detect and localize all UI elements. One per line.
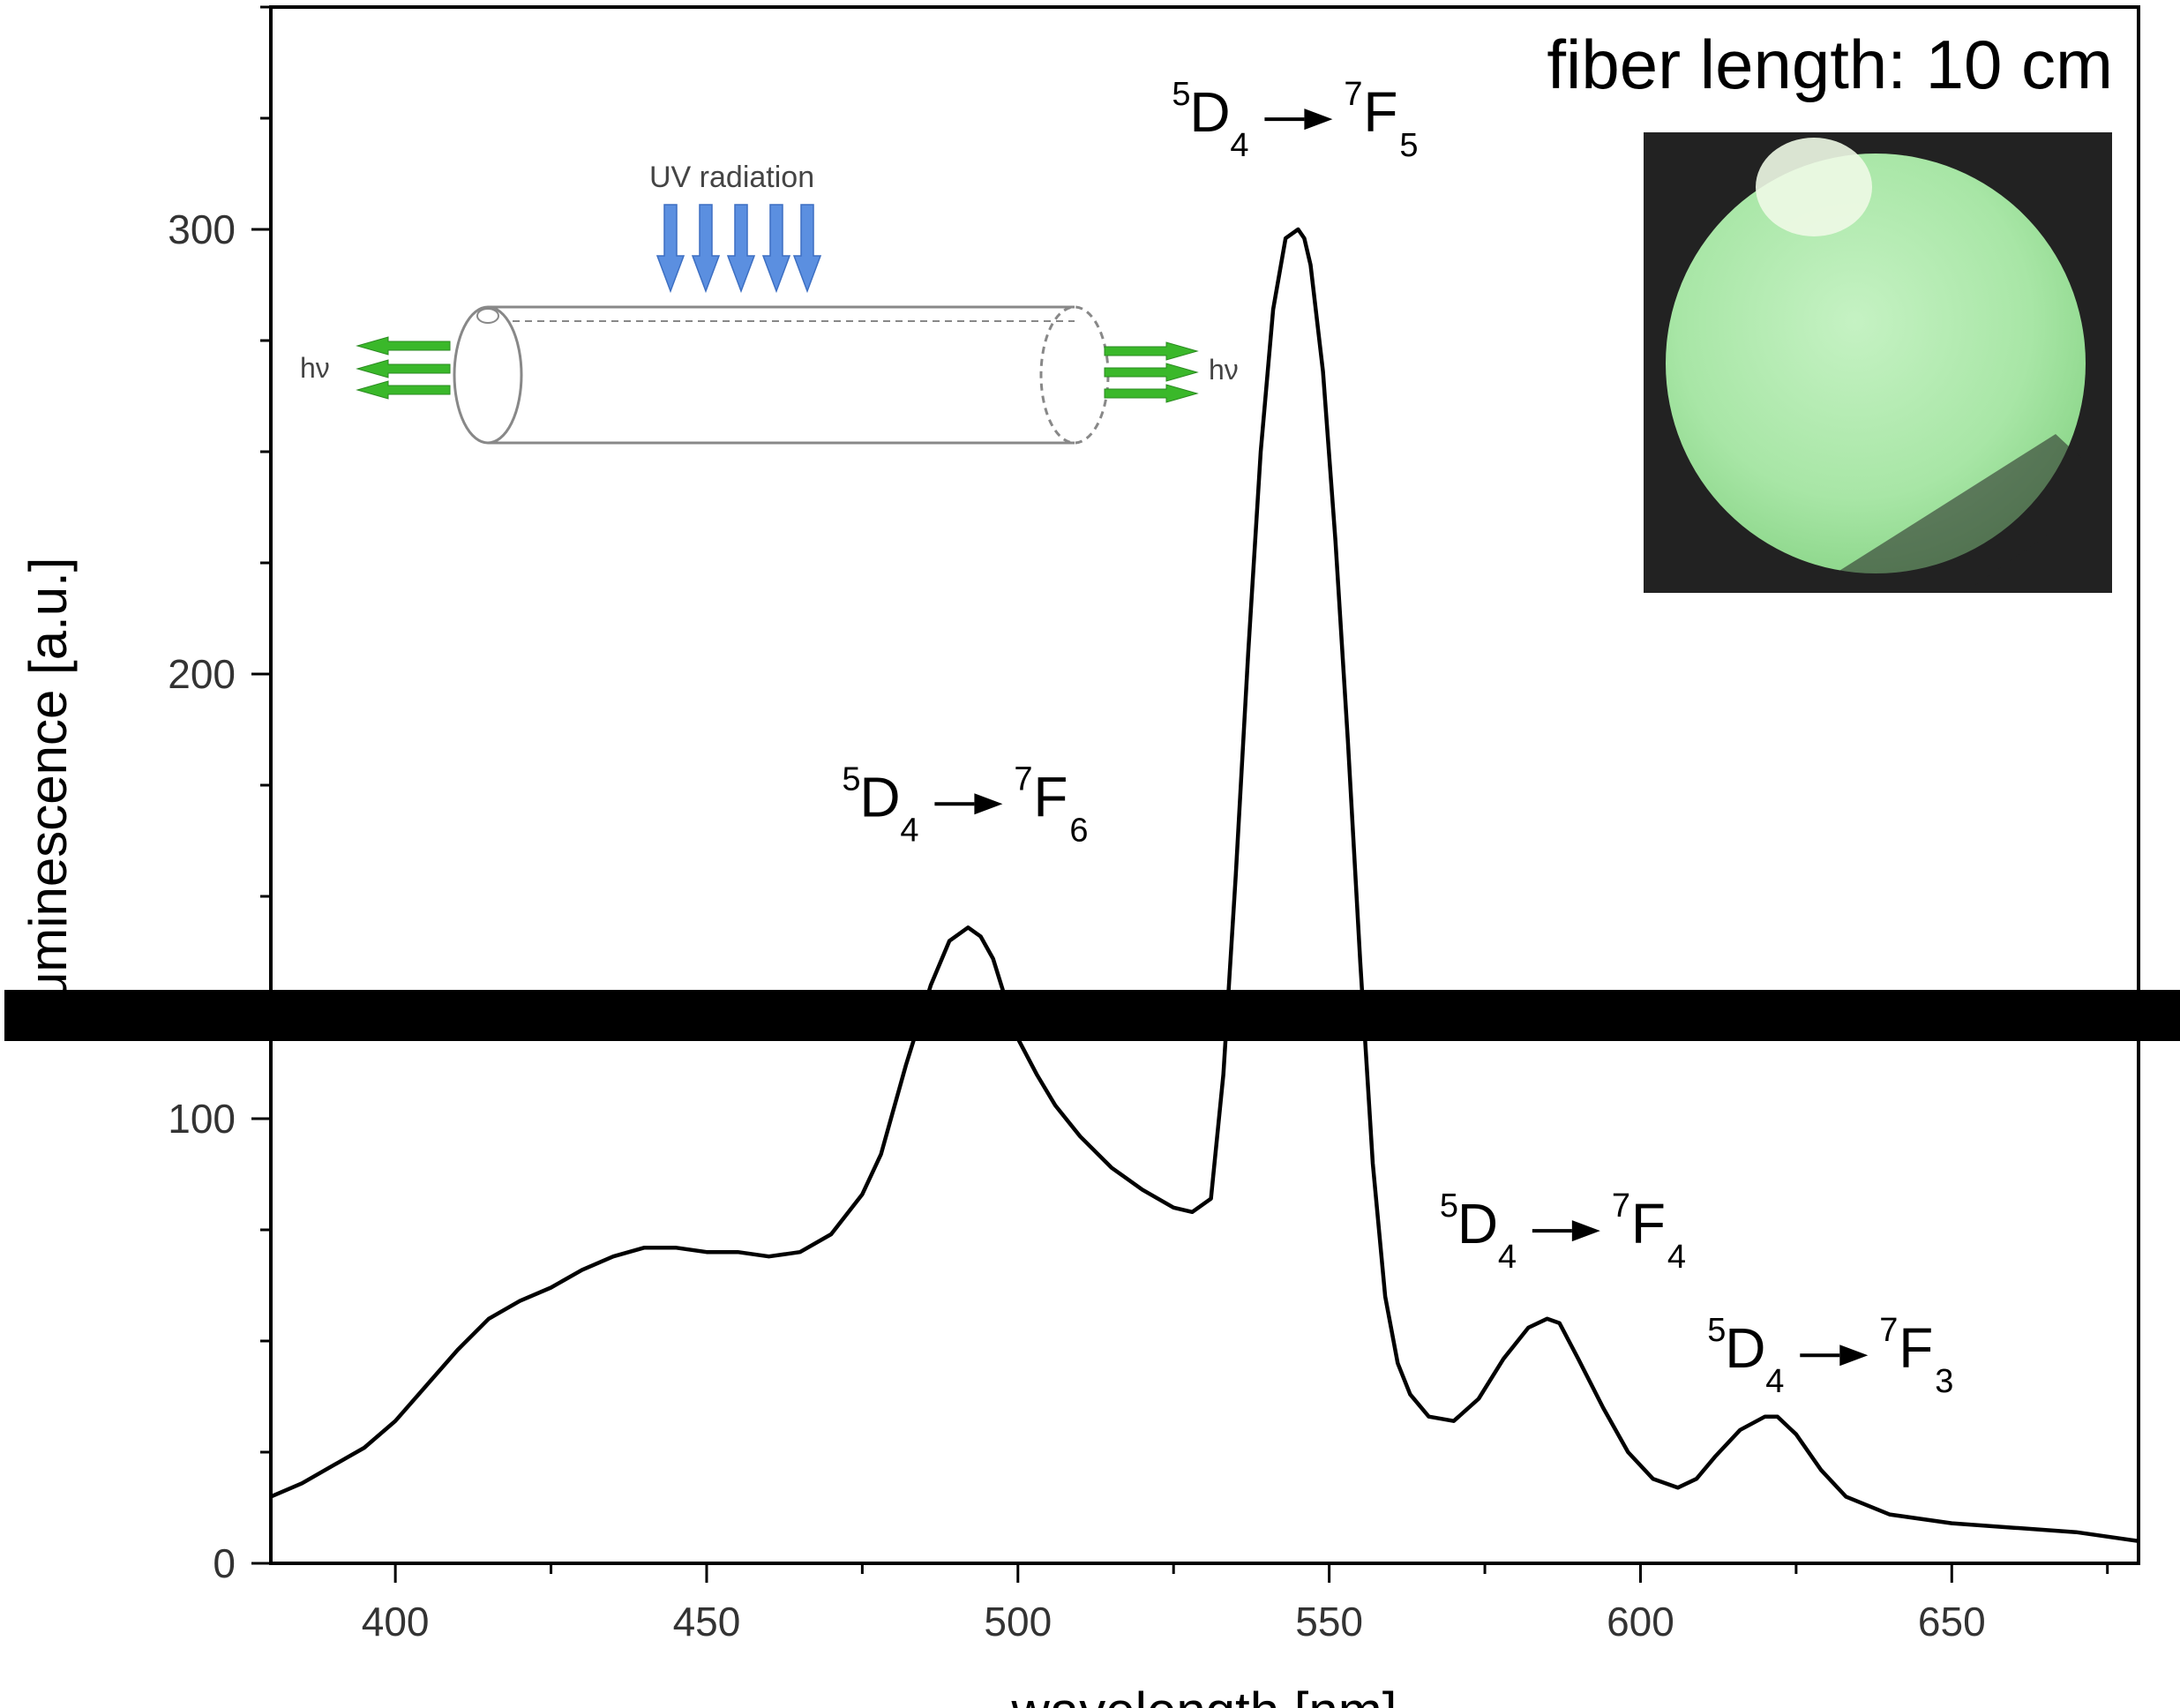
lower-state-subscript: 3 (1935, 1363, 1953, 1400)
left-hv-label: hν (300, 352, 330, 384)
x-tick-label: 650 (1918, 1599, 1986, 1644)
upper-state-symbol: D (1457, 1192, 1498, 1255)
upper-state-symbol: D (1189, 80, 1230, 144)
lower-state-superscript: 7 (1344, 76, 1362, 113)
emission-arrow (1104, 363, 1199, 382)
emission-arrow (356, 380, 451, 400)
uv-arrow (726, 204, 756, 294)
x-tick-label: 600 (1607, 1599, 1674, 1644)
transition-label: 5D4 7 F3 (1707, 1312, 1953, 1400)
redaction-bar (4, 990, 2180, 1041)
uv-arrow (792, 204, 822, 294)
fiber-glow (1666, 154, 2086, 573)
x-tick-label: 500 (984, 1599, 1052, 1644)
uv-arrows (655, 204, 822, 294)
fiber-cylinder (453, 305, 1110, 445)
y-tick-label: 0 (213, 1540, 236, 1586)
uv-arrow (761, 204, 791, 294)
uv-arrow (655, 204, 685, 294)
fiber-length-label: fiber length: 10 cm (1547, 26, 2113, 103)
x-axis: 400 450 500 550 600 650 (362, 1563, 2109, 1644)
uv-radiation-label: UV radiation (649, 161, 814, 194)
lower-state-superscript: 7 (1879, 1312, 1898, 1349)
upper-state-superscript: 5 (1172, 76, 1190, 113)
x-axis-title: wavelength [nm] (1011, 1682, 1397, 1708)
lower-state-subscript: 6 (1069, 812, 1088, 849)
emission-arrow (356, 336, 451, 356)
lower-state-subscript: 5 (1399, 127, 1418, 164)
upper-state-subscript: 4 (1498, 1239, 1517, 1276)
emission-arrow (356, 359, 451, 378)
transition-label: 5D4 7 F6 (842, 760, 1088, 849)
y-tick-label: 200 (168, 651, 236, 697)
upper-state-subscript: 4 (1765, 1363, 1784, 1400)
upper-state-superscript: 5 (1707, 1312, 1726, 1349)
fiber-end-photo (1644, 132, 2112, 593)
upper-state-symbol: D (1725, 1316, 1765, 1380)
upper-state-subscript: 4 (900, 812, 918, 849)
upper-state-superscript: 5 (1440, 1187, 1458, 1225)
transition-arrow-head (1839, 1345, 1869, 1367)
upper-state-subscript: 4 (1230, 127, 1248, 164)
photo-shadow (1835, 434, 2082, 593)
lower-state-symbol: F (1631, 1192, 1666, 1255)
x-tick-label: 400 (362, 1599, 430, 1644)
lower-state-superscript: 7 (1014, 760, 1032, 798)
lower-state-symbol: F (1363, 80, 1397, 144)
bright-spot (1756, 138, 1872, 236)
upper-state-symbol: D (859, 765, 900, 828)
x-tick-label: 450 (673, 1599, 741, 1644)
left-emission-arrows (356, 336, 451, 400)
emission-arrow (1104, 341, 1199, 361)
transition-arrow-head (1571, 1220, 1600, 1242)
y-axis-title: luminescence [a.u.] (19, 558, 78, 1014)
transition-arrow-head (1304, 109, 1333, 131)
lower-state-symbol: F (1033, 765, 1068, 828)
upper-state-superscript: 5 (842, 760, 860, 798)
lower-state-subscript: 4 (1667, 1239, 1686, 1276)
spectrum-series-line (271, 227, 2139, 1544)
x-tick-label: 550 (1295, 1599, 1363, 1644)
lower-state-superscript: 7 (1612, 1187, 1630, 1225)
right-emission-arrows (1104, 341, 1199, 403)
fiber-schematic: UV radiation hν hν (300, 161, 1239, 445)
y-tick-label: 300 (168, 206, 236, 252)
right-hv-label: hν (1209, 354, 1239, 386)
emission-arrow (1104, 384, 1199, 403)
uv-arrow (691, 204, 721, 294)
transition-arrow-head (974, 793, 1003, 815)
y-axis: 0 100 200 300 (168, 5, 271, 1586)
lower-state-symbol: F (1899, 1316, 1933, 1380)
y-tick-label: 100 (168, 1096, 236, 1142)
